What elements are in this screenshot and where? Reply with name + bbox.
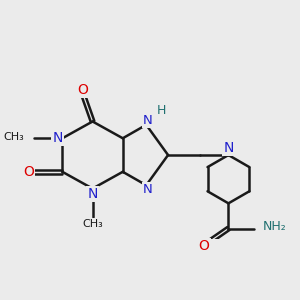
Text: O: O bbox=[77, 83, 88, 97]
Text: N: N bbox=[143, 114, 153, 127]
Text: N: N bbox=[223, 141, 234, 155]
Text: O: O bbox=[23, 165, 34, 179]
Text: CH₃: CH₃ bbox=[82, 219, 103, 229]
Text: N: N bbox=[52, 131, 62, 145]
Text: H: H bbox=[157, 104, 166, 117]
Text: N: N bbox=[143, 183, 153, 196]
Text: CH₃: CH₃ bbox=[3, 132, 24, 142]
Text: O: O bbox=[199, 239, 209, 253]
Text: N: N bbox=[87, 187, 98, 201]
Text: NH₂: NH₂ bbox=[263, 220, 287, 233]
